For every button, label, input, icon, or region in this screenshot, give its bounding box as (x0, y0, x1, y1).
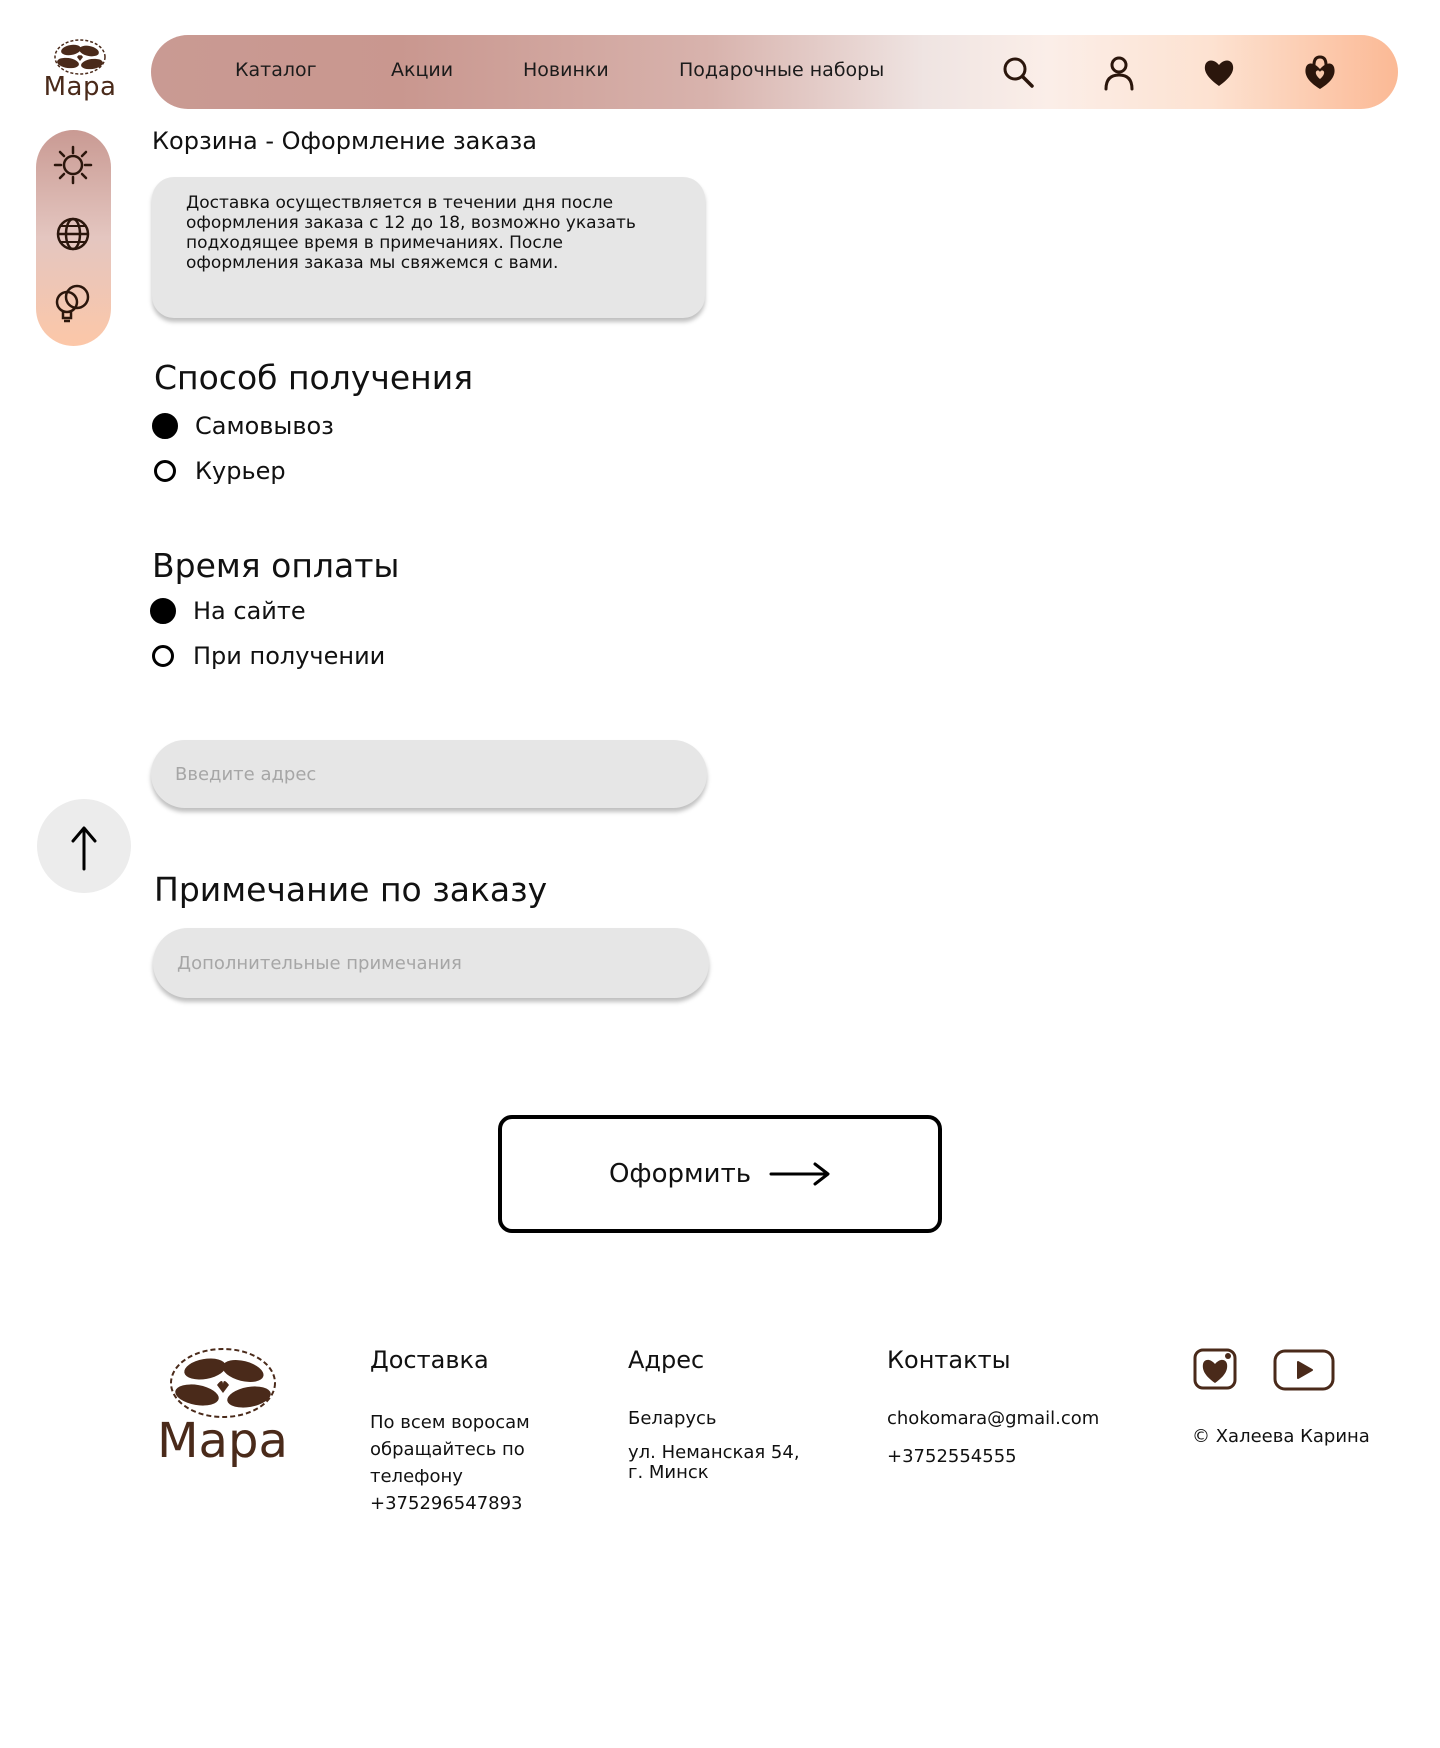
nav-link-gift-sets[interactable]: Подарочные наборы (679, 59, 885, 81)
footer-delivery-line: обращайтесь по (370, 1439, 525, 1460)
vk-icon[interactable] (1192, 1347, 1238, 1391)
order-notes-title: Примечание по заказу (154, 870, 548, 909)
delivery-option-pickup[interactable]: Самовывоз (152, 412, 334, 440)
radio-label: При получении (193, 642, 386, 670)
youtube-icon[interactable] (1272, 1348, 1336, 1392)
heart-icon[interactable] (1200, 53, 1238, 91)
payment-time-title: Время оплаты (152, 546, 400, 585)
radio-label: Самовывоз (195, 412, 334, 440)
footer-phone-link[interactable]: +3752554555 (887, 1446, 1017, 1467)
footer-logo[interactable]: Мара (150, 1345, 295, 1475)
radio-label: Курьер (195, 457, 286, 485)
language-globe-icon[interactable] (52, 213, 94, 255)
top-navigation: Каталог Акции Новинки Подарочные наборы (151, 35, 1398, 109)
cocoa-beans-logo-icon (169, 1348, 276, 1418)
radio-unchecked[interactable] (152, 645, 174, 667)
footer-contacts-title: Контакты (887, 1346, 1011, 1374)
footer-delivery-title: Доставка (370, 1346, 489, 1374)
user-icon[interactable] (1100, 53, 1138, 91)
cart-icon[interactable] (1301, 53, 1339, 91)
radio-checked[interactable] (152, 413, 178, 439)
brand-logo[interactable]: Мара (40, 38, 120, 108)
brand-name: Мара (43, 72, 117, 102)
arrow-up-icon (71, 826, 97, 871)
nav-link-catalog[interactable]: Каталог (235, 59, 317, 81)
nav-link-sales[interactable]: Акции (391, 59, 454, 81)
footer-delivery-text: По всем воросам обращайтесь по телефону … (370, 1409, 530, 1517)
footer-copyright: © Халеева Карина (1192, 1426, 1370, 1447)
footer-brand-name: Мара (157, 1413, 288, 1469)
footer-address-title: Адрес (628, 1346, 705, 1374)
place-order-button[interactable]: Оформить (498, 1115, 942, 1233)
address-input[interactable] (151, 740, 707, 808)
footer-address-country: Беларусь (628, 1408, 717, 1429)
footer-address-street-line: ул. Неманская 54, (628, 1442, 800, 1463)
footer-address-street: ул. Неманская 54, г. Минск (628, 1443, 800, 1483)
footer-delivery-line: По всем воросам (370, 1412, 530, 1433)
delivery-info-box: Доставка осуществляется в течении дня по… (152, 177, 705, 318)
delivery-method-title: Способ получения (154, 358, 474, 397)
page-breadcrumb: Корзина - Оформление заказа (152, 127, 537, 155)
footer-email-link[interactable]: chokomara@gmail.com (887, 1408, 1100, 1429)
payment-option-online[interactable]: На сайте (150, 597, 306, 625)
place-order-label: Оформить (608, 1159, 752, 1189)
nav-link-new[interactable]: Новинки (523, 59, 609, 81)
side-toolbar (36, 130, 111, 346)
cocoa-beans-logo-icon (54, 39, 106, 75)
footer-delivery-phone[interactable]: +375296547893 (370, 1493, 523, 1514)
arrow-right-icon (769, 1162, 830, 1186)
theme-sun-icon[interactable] (52, 144, 94, 186)
radio-label: На сайте (193, 597, 306, 625)
order-notes-input[interactable] (153, 928, 709, 998)
radio-checked[interactable] (150, 598, 176, 624)
tips-bulb-icon[interactable] (52, 282, 94, 324)
search-icon[interactable] (999, 53, 1037, 91)
delivery-option-courier[interactable]: Курьер (154, 457, 286, 485)
radio-unchecked[interactable] (154, 460, 176, 482)
scroll-to-top-button[interactable] (37, 799, 131, 893)
footer-address-city-line: г. Минск (628, 1462, 709, 1483)
footer-delivery-line: телефону (370, 1466, 463, 1487)
payment-option-on-receipt[interactable]: При получении (152, 642, 385, 670)
